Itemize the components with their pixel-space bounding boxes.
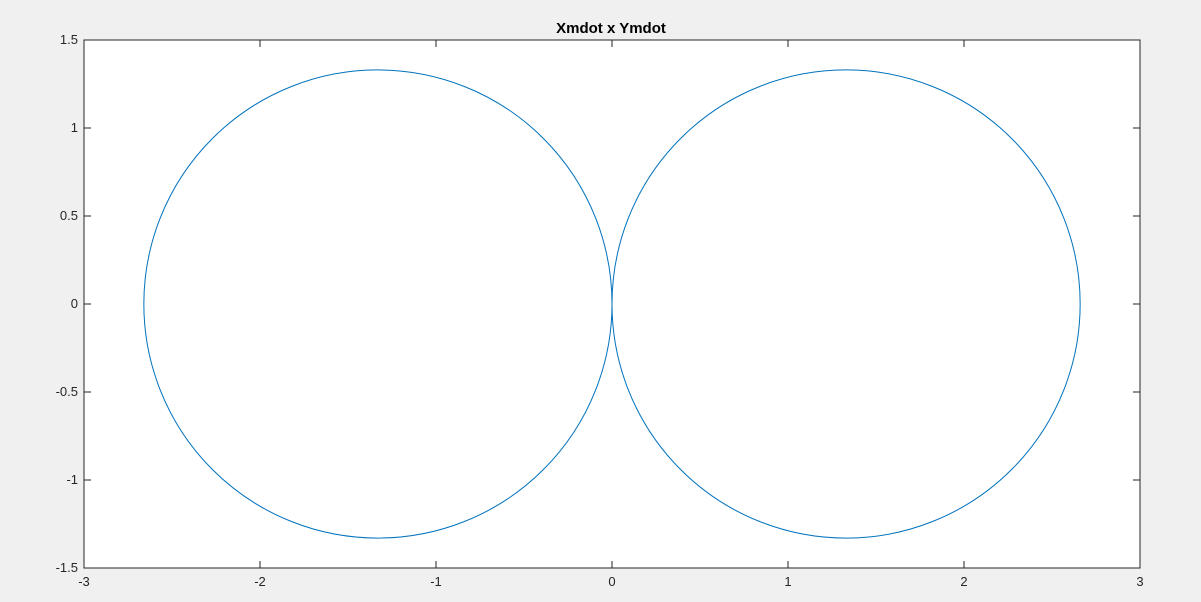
x-tick-label: -2	[254, 574, 266, 589]
x-tick-label: 0	[608, 574, 615, 589]
chart-title: Xmdot x Ymdot	[556, 20, 666, 37]
y-tick-label: -1.5	[56, 560, 78, 575]
y-tick-label: 0	[71, 296, 78, 311]
x-tick-label: 3	[1136, 574, 1143, 589]
y-tick-label: 0.5	[60, 208, 78, 223]
y-tick-label: 1.5	[60, 32, 78, 47]
x-tick-label: 1	[784, 574, 791, 589]
x-tick-label: -3	[78, 574, 90, 589]
y-tick-label: -0.5	[56, 384, 78, 399]
axes-box	[83, 39, 1141, 569]
plot-layer	[143, 69, 1081, 539]
x-tick-label: 2	[960, 574, 967, 589]
y-tick-label: 1	[71, 120, 78, 135]
series-circle-right	[611, 69, 1081, 539]
y-tick-label: -1	[66, 472, 78, 487]
x-tick-label: -1	[430, 574, 442, 589]
